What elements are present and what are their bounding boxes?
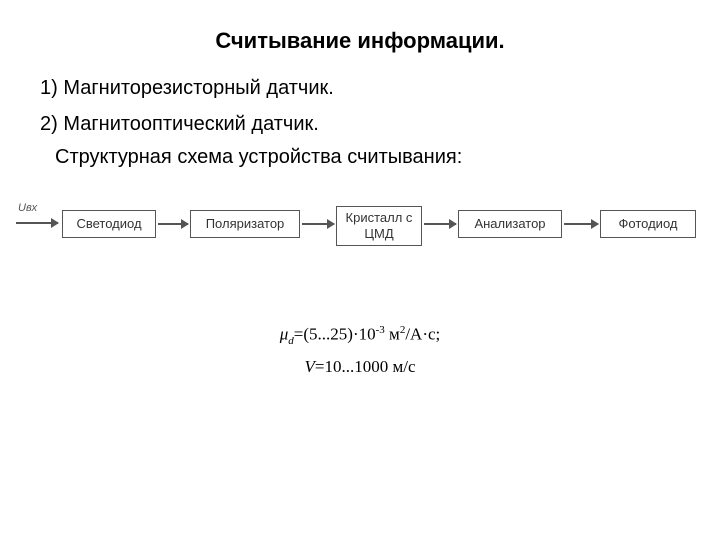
node-analizator: Анализатор <box>458 210 562 238</box>
node-kristall: Кристалл с ЦМД <box>336 206 422 246</box>
formulas-block: μd=(5...25)·10-3 м2/А·с; V=10...1000 м/с <box>40 324 680 377</box>
formula-mu: μd=(5...25)·10-3 м2/А·с; <box>40 324 680 347</box>
formula-v: V=10...1000 м/с <box>40 357 680 377</box>
list-item-1: 1) Магниторезисторный датчик. <box>40 74 680 102</box>
input-label: Uвх <box>18 202 37 214</box>
arrow-3 <box>424 223 456 225</box>
arrow-4 <box>564 223 598 225</box>
diagram-subtitle: Структурная схема устройства считывания: <box>40 146 680 169</box>
mu-rest: /А·с; <box>405 325 440 344</box>
node-polyarizator: Поляризатор <box>190 210 300 238</box>
mu-symbol: μ <box>280 325 289 344</box>
mu-exp: -3 <box>376 324 385 336</box>
v-symbol: V <box>304 357 314 376</box>
mu-unit-m: м <box>385 325 400 344</box>
input-arrow <box>16 222 58 224</box>
list-item-2: 2) Магнитооптический датчик. <box>40 110 680 138</box>
arrow-1 <box>158 223 188 225</box>
arrow-2 <box>302 223 334 225</box>
content-area: 1) Магниторезисторный датчик. 2) Магнито… <box>0 74 720 377</box>
page-title: Считывание информации. <box>0 0 720 74</box>
mu-value: =(5...25)·10 <box>294 325 376 344</box>
node-svetodiod: Светодиод <box>62 210 156 238</box>
v-rest: =10...1000 м/с <box>315 357 416 376</box>
flowchart-diagram: Uвх Светодиод Поляризатор Кристалл с ЦМД… <box>0 194 720 264</box>
node-fotodiod: Фотодиод <box>600 210 696 238</box>
